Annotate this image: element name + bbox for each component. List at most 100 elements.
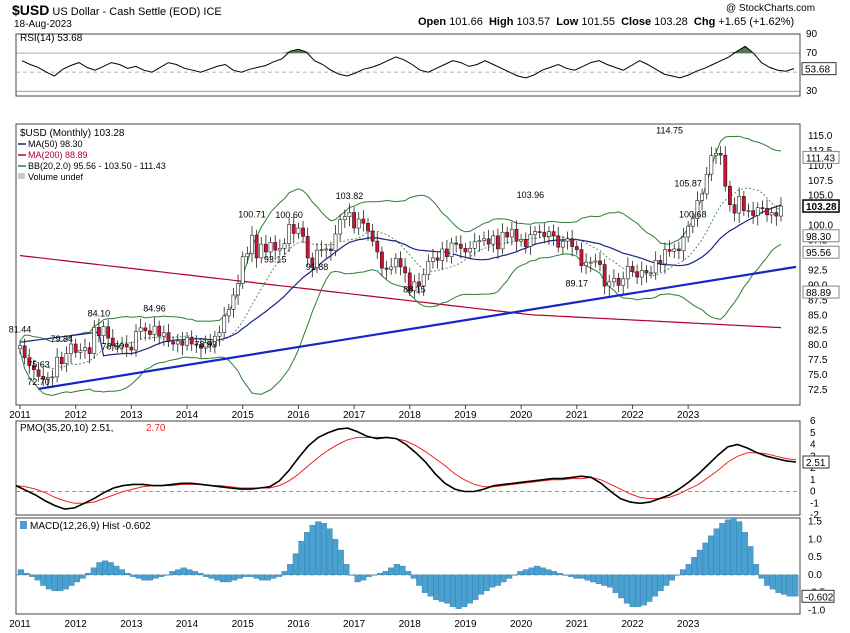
macd-hist-bar — [449, 574, 457, 608]
price-annotation: 100.71 — [238, 209, 266, 219]
macd-hist-bar — [186, 569, 193, 576]
macd-hist-bar — [79, 574, 86, 579]
macd-hist-bar — [500, 574, 507, 583]
candle-up — [686, 225, 691, 238]
candle-down — [537, 231, 542, 233]
macd-hist-bar — [640, 574, 647, 606]
price-tick-label: 75.0 — [808, 370, 828, 381]
macd-hist-bar — [231, 574, 238, 581]
candle-down — [96, 326, 101, 336]
macd-hist-bar — [169, 571, 176, 576]
macd-hist-bar — [214, 574, 221, 581]
rsi-panel — [15, 33, 801, 97]
candle-up — [319, 249, 324, 251]
pmo-tick-label: 0 — [810, 487, 816, 498]
candle-down — [574, 246, 579, 250]
macd-hist-bar — [455, 574, 462, 609]
candle-up — [134, 331, 138, 351]
candle-up — [533, 231, 537, 235]
price-annotation: 78.60 — [102, 342, 125, 352]
candle-up — [287, 224, 292, 244]
macd-hist-bar — [713, 528, 720, 576]
price-x-label: 2022 — [621, 410, 644, 421]
macd-hist-bar — [663, 574, 670, 586]
candle-down — [658, 260, 663, 265]
macd-hist-bar — [146, 574, 154, 581]
candle-down — [505, 231, 510, 238]
price-annotation: 103.82 — [336, 191, 364, 201]
price-legend-item: BB(20,2.0) 95.56 - 103.50 - 111.43 — [28, 161, 166, 171]
macd-hist-bar — [601, 574, 608, 586]
candle-up — [315, 249, 319, 268]
candle-down — [444, 248, 449, 258]
candle-up — [83, 347, 87, 351]
candle-up — [347, 212, 352, 217]
macd-hist-bar — [68, 574, 75, 586]
candle-down — [765, 208, 769, 216]
candle-up — [500, 231, 505, 250]
candle-down — [723, 154, 728, 187]
macd-legend: MACD(12,26,9) Hist -0.602 — [30, 521, 151, 532]
price-annotation: 79.84 — [50, 334, 73, 344]
macd-hist-bar — [393, 564, 400, 576]
macd-hist-bar — [259, 574, 266, 581]
candle-down — [129, 346, 134, 351]
candle-up — [737, 196, 742, 214]
macd-hist-bar — [130, 574, 137, 577]
price-tick-label: 82.5 — [808, 325, 828, 336]
price-tick-label: 87.5 — [808, 295, 828, 306]
macd-hist-bar — [135, 574, 142, 579]
macd-hist-bar — [702, 542, 709, 576]
candle-up — [709, 155, 714, 175]
candle-up — [69, 343, 73, 354]
macd-x-label: 2018 — [399, 619, 422, 630]
candle-down — [273, 242, 278, 251]
price-annotation: 100.60 — [275, 210, 303, 220]
rsi-last-box — [801, 62, 837, 76]
macd-hist-bar — [416, 574, 423, 586]
candle-up — [625, 265, 630, 280]
candle-up — [704, 173, 709, 195]
macd-hist-bar — [304, 532, 311, 576]
candle-up — [296, 227, 301, 234]
price-annotation: 114.75 — [656, 125, 683, 135]
macd-hist-bar — [506, 574, 513, 579]
macd-hist-bar — [332, 539, 339, 576]
macd-x-label: 2014 — [176, 619, 199, 630]
macd-hist-bar — [264, 574, 271, 581]
macd-hist-bar — [298, 540, 305, 576]
macd-hist-bar — [180, 567, 187, 576]
candle-down — [157, 325, 162, 337]
pmo-tick-label: -1 — [810, 498, 819, 509]
price-annotation: 93.15 — [264, 255, 287, 265]
macd-hist-bar — [45, 574, 53, 590]
pmo-tick-label: 6 — [810, 416, 816, 427]
candle-up — [779, 205, 783, 217]
macd-x-label: 2022 — [621, 619, 644, 630]
macd-hist-bar — [17, 569, 24, 576]
macd-legend-swatch — [20, 521, 27, 529]
candle-down — [305, 236, 310, 259]
pmo-tick-label: 5 — [810, 428, 816, 439]
candle-down — [435, 257, 440, 261]
macd-hist-bar — [517, 571, 524, 576]
candle-down — [36, 369, 41, 377]
macd-hist-bar — [427, 574, 434, 597]
macd-hist-bar — [629, 574, 636, 608]
macd-hist-bar — [197, 572, 204, 576]
macd-hist-bar — [657, 574, 664, 592]
pmo-tick-label: 4 — [810, 440, 816, 451]
price-value-label: 88.89 — [806, 288, 831, 299]
candle-down — [301, 227, 305, 237]
candle-up — [92, 326, 97, 354]
candle-up — [547, 231, 551, 237]
macd-hist-bar — [90, 567, 97, 576]
macd-hist-bar — [141, 574, 148, 581]
macd-x-label: 2015 — [232, 619, 255, 630]
macd-hist-bar — [292, 553, 299, 576]
macd-hist-bar — [371, 574, 378, 576]
macd-hist-bar — [769, 574, 776, 590]
candle-down — [454, 242, 459, 245]
macd-hist-bar — [607, 574, 614, 588]
high-value: 103.57 — [516, 16, 551, 28]
